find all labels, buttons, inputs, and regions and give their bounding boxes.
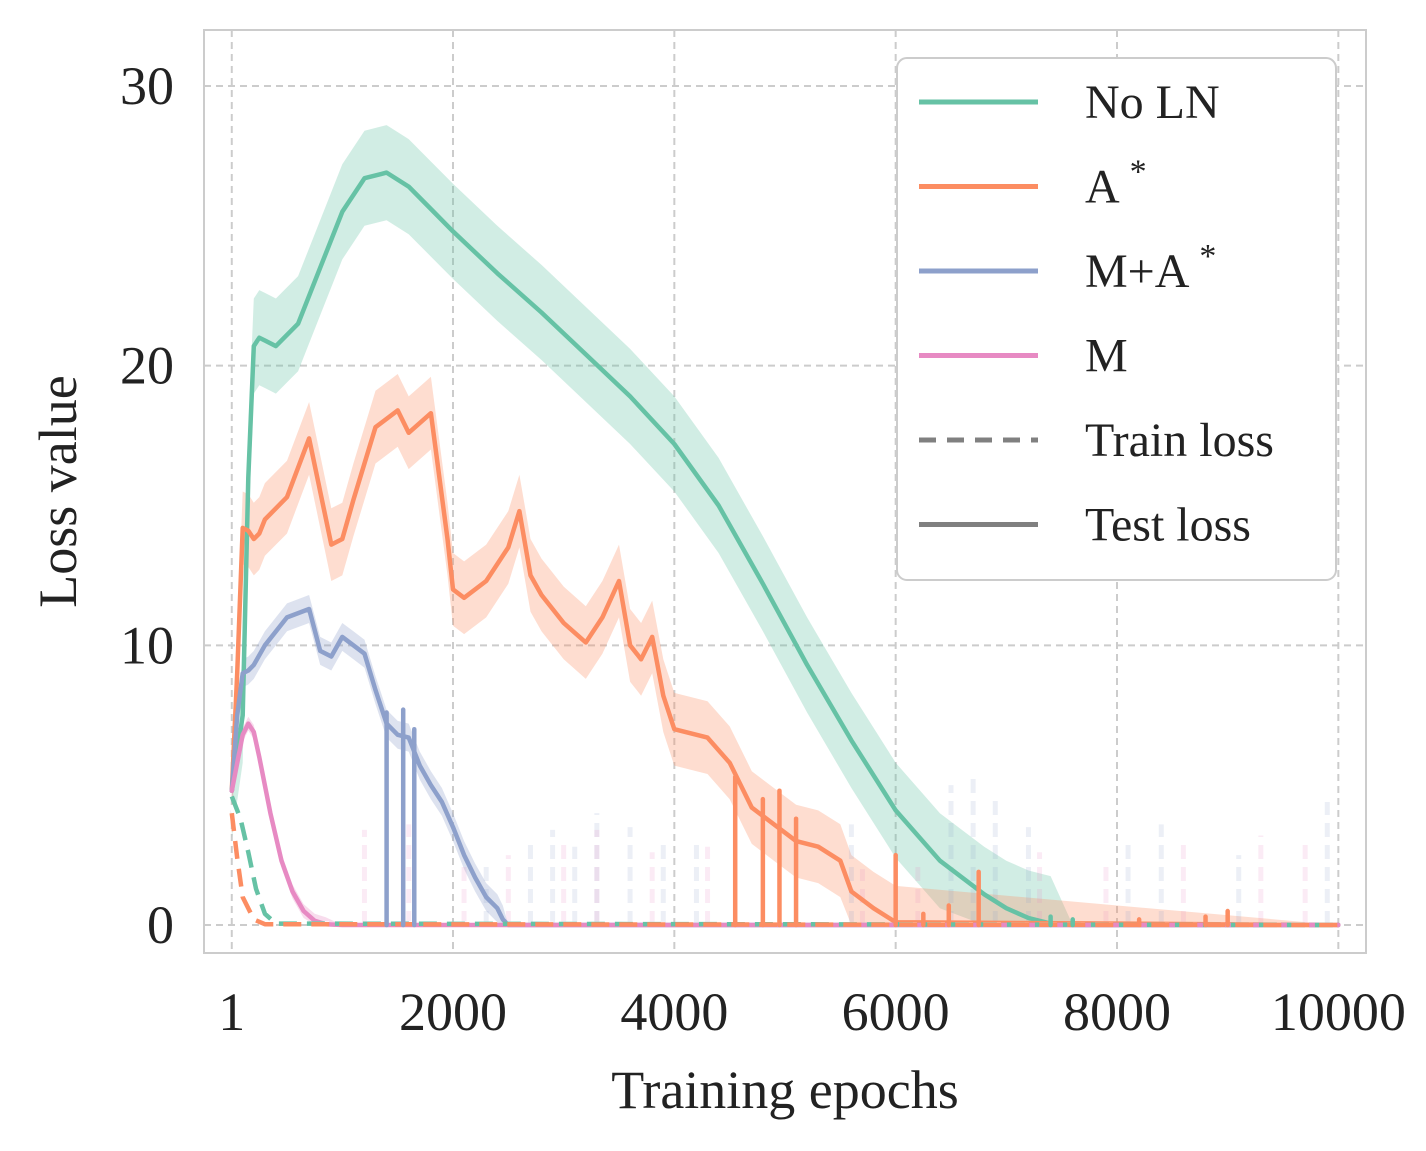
band-noln-test <box>231 125 1339 926</box>
legend-label: M <box>1085 330 1128 383</box>
line-a-train <box>229 812 1339 928</box>
legend-label: Train loss <box>1085 414 1274 467</box>
x-tick-label: 2000 <box>399 982 507 1042</box>
series-lines <box>229 170 1341 928</box>
line-a-test <box>229 408 1341 928</box>
y-axis-label: Loss value <box>28 375 88 607</box>
legend-label: Test loss <box>1085 499 1251 552</box>
legend-label: M+A <box>1085 245 1190 298</box>
band-ma-test <box>231 595 1339 925</box>
y-tick-label: 20 <box>120 336 174 396</box>
band-a-test <box>231 374 1339 925</box>
x-tick-label: 4000 <box>620 982 728 1042</box>
x-tick-label: 6000 <box>842 982 950 1042</box>
x-tick-label: 8000 <box>1063 982 1171 1042</box>
y-tick-label: 0 <box>147 895 174 955</box>
line-noln-train <box>229 795 1339 928</box>
x-axis-label: Training epochs <box>611 1060 959 1120</box>
line-ma-test <box>229 606 1341 928</box>
series-spikes <box>384 707 1230 928</box>
y-tick-label: 10 <box>120 615 174 675</box>
legend-label: No LN <box>1085 76 1220 129</box>
y-tick-label: 30 <box>120 56 174 116</box>
legend-label: A <box>1085 161 1120 214</box>
legend-superscript: * <box>1130 154 1147 191</box>
noise-bars <box>361 771 1330 926</box>
y-tick-labels: 0 10 20 30 <box>120 56 174 955</box>
plot-frame <box>203 29 1367 954</box>
x-tick-label: 1 <box>218 982 245 1042</box>
x-tick-labels: 1 2000 4000 6000 8000 10000 <box>218 982 1406 1042</box>
confidence-bands <box>231 125 1339 926</box>
x-tick-label: 10000 <box>1271 982 1406 1042</box>
legend-superscript: * <box>1199 238 1216 275</box>
line-noln-test <box>229 170 1341 928</box>
